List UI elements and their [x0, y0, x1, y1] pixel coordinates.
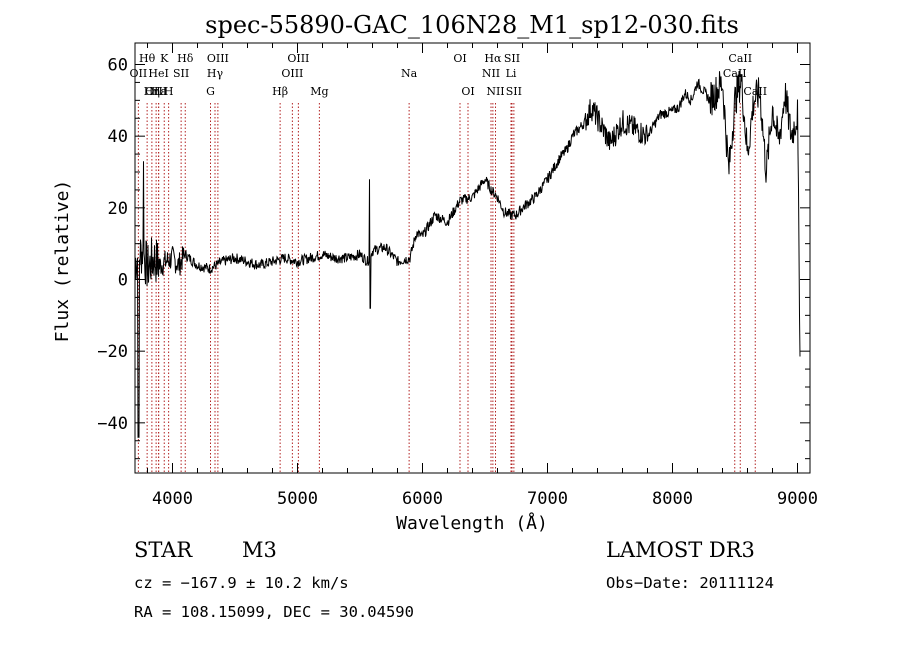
- line-marker-label: K: [160, 52, 169, 65]
- line-marker-label: Hγ: [207, 67, 224, 80]
- line-marker-label: NII: [482, 67, 500, 80]
- chart-title: spec-55890-GAC_106N28_M1_sp12-030.fits: [205, 11, 739, 39]
- y-tick-label: 60: [108, 56, 128, 76]
- x-tick-label: 8000: [652, 489, 693, 509]
- line-marker-label: OII: [130, 67, 148, 80]
- line-marker-label: NII: [486, 85, 504, 98]
- line-marker-label: OI: [461, 85, 474, 98]
- radial-velocity: cz = −167.9 ± 10.2 km/s: [134, 574, 349, 592]
- line-marker-label: Hα: [484, 52, 502, 65]
- x-tick-label: 4000: [152, 489, 193, 509]
- y-tick-label: 0: [118, 271, 128, 291]
- x-tick-label: 6000: [402, 489, 443, 509]
- observation-date: Obs−Date: 20111124: [606, 574, 774, 592]
- x-axis-label: Wavelength (Å): [396, 512, 548, 534]
- line-marker-label: G: [206, 85, 215, 98]
- plot-frame: [134, 42, 811, 474]
- coordinates: RA = 108.15099, DEC = 30.04590: [134, 603, 414, 621]
- line-marker-label: Mg: [310, 85, 328, 98]
- line-markers: [137, 103, 756, 473]
- line-marker-label: Hη: [144, 85, 160, 98]
- spectrum-line: [134, 70, 801, 438]
- line-marker-label: CaII: [728, 52, 752, 65]
- object-class: STAR: [134, 538, 193, 562]
- line-marker-label: HeI: [148, 67, 168, 80]
- line-marker-label: H: [164, 85, 174, 98]
- y-tick-label: −20: [97, 342, 128, 362]
- line-marker-label: OIII: [281, 67, 303, 80]
- y-axis-label: Flux (relative): [52, 180, 73, 343]
- line-marker-label: Hε: [151, 85, 167, 98]
- survey-name: LAMOST DR3: [606, 538, 755, 562]
- subclass: M3: [242, 538, 277, 562]
- y-tick-label: −40: [97, 414, 128, 434]
- line-marker-label: OIII: [207, 52, 229, 65]
- line-marker-label: OIII: [287, 52, 309, 65]
- line-marker-label: Hθ: [139, 52, 156, 65]
- line-marker-label: OIII: [145, 85, 167, 98]
- line-marker-label: SII: [504, 52, 520, 65]
- x-tick-label: 7000: [527, 489, 568, 509]
- x-tick-label: 9000: [777, 489, 818, 509]
- y-tick-label: 40: [108, 127, 128, 147]
- line-marker-label: Hβ: [272, 85, 288, 98]
- line-marker-label: CaII: [743, 85, 767, 98]
- line-marker-label: Na: [401, 67, 418, 80]
- line-marker-label: SII: [506, 85, 522, 98]
- line-marker-label: OI: [453, 52, 466, 65]
- line-marker-label: CaII: [723, 67, 747, 80]
- axis-ticks: 4000 5000 6000 7000 8000 9000 −40 −20 0 20 40 60: [97, 43, 818, 509]
- line-marker-label: Li: [506, 67, 517, 80]
- line-marker-label: Hδ: [177, 52, 194, 65]
- x-tick-label: 5000: [277, 489, 318, 509]
- y-tick-label: 20: [108, 199, 128, 219]
- line-marker-label: SII: [173, 67, 189, 80]
